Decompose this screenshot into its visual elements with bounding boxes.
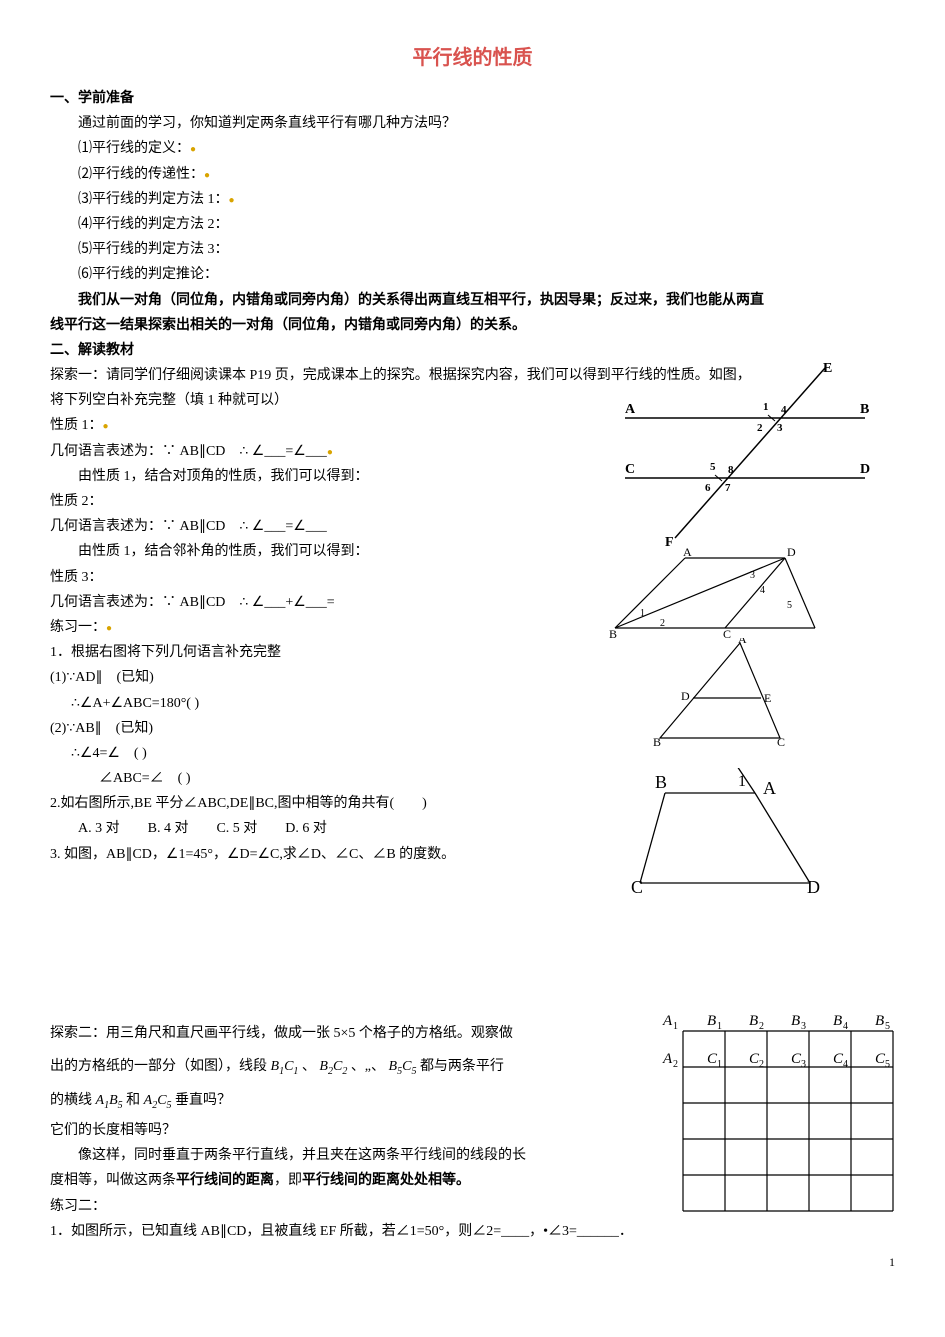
svg-text:8: 8 bbox=[728, 464, 734, 476]
seg-b2c2: B2C2 bbox=[319, 1059, 347, 1074]
svg-text:5: 5 bbox=[885, 1021, 890, 1032]
svg-text:B: B bbox=[655, 772, 667, 792]
svg-text:D: D bbox=[807, 877, 820, 897]
label-E: E bbox=[823, 361, 832, 376]
summary-line-2: 线平行这一结果探索出相关的一对角（同位角，内错角或同旁内角）的关系。 bbox=[50, 313, 895, 338]
seg-b1c1: B1C1 bbox=[271, 1059, 299, 1074]
list-item: ⑹平行线的判定推论： bbox=[50, 262, 895, 287]
svg-text:C: C bbox=[723, 627, 731, 638]
label-A: A bbox=[625, 402, 636, 417]
label-B: B bbox=[860, 402, 869, 417]
svg-text:3: 3 bbox=[777, 422, 783, 434]
svg-text:7: 7 bbox=[725, 482, 731, 494]
seg-b5c5: B5C5 bbox=[389, 1059, 417, 1074]
seg-a1b5: A1B5 bbox=[96, 1093, 123, 1108]
page-number: 1 bbox=[889, 1252, 895, 1274]
explore-2-l6: 度相等，叫做这两条平行线间的距离，即平行线间的距离处处相等。 bbox=[50, 1168, 640, 1193]
explore-2: A1 B1 B2 B3 B4 B5 A2 C1 C2 C3 C4 C5 bbox=[50, 1017, 895, 1194]
svg-text:5: 5 bbox=[787, 600, 792, 611]
summary-line-1: 我们从一对角（同位角，内错角或同旁内角）的关系得出两直线互相平行，执因导果；反过… bbox=[50, 288, 895, 313]
list-item: ⑸平行线的判定方法 3： bbox=[50, 237, 895, 262]
svg-text:B: B bbox=[749, 1013, 758, 1029]
list-item: ⑴平行线的定义：● bbox=[50, 136, 895, 161]
explore-2-l1: 探索二：用三角尺和直尺画平行线，做成一张 5×5 个格子的方格纸。观察做 bbox=[50, 1017, 640, 1051]
figure-grid: A1 B1 B2 B3 B4 B5 A2 C1 C2 C3 C4 C5 bbox=[645, 1007, 905, 1246]
dot-icon: ● bbox=[103, 421, 109, 432]
svg-text:1: 1 bbox=[673, 1021, 678, 1032]
figure-trapezoid: B A C D 1 bbox=[625, 768, 825, 907]
figure-quadrilateral: A B C D 1 2 3 4 5 bbox=[605, 548, 835, 647]
svg-text:2: 2 bbox=[673, 1059, 678, 1070]
svg-text:5: 5 bbox=[885, 1059, 890, 1070]
dot-icon: ● bbox=[190, 144, 196, 155]
svg-text:1: 1 bbox=[717, 1059, 722, 1070]
list-item: ⑷平行线的判定方法 2： bbox=[50, 212, 895, 237]
svg-text:C: C bbox=[631, 877, 643, 897]
svg-text:1: 1 bbox=[763, 401, 769, 413]
svg-text:2: 2 bbox=[759, 1021, 764, 1032]
svg-text:6: 6 bbox=[705, 482, 711, 494]
svg-text:A: A bbox=[662, 1051, 673, 1067]
svg-text:3: 3 bbox=[801, 1059, 806, 1070]
explore-2-l4: 它们的长度相等吗？ bbox=[50, 1118, 640, 1143]
svg-text:3: 3 bbox=[750, 570, 755, 581]
svg-text:2: 2 bbox=[759, 1059, 764, 1070]
page-title: 平行线的性质 bbox=[50, 40, 895, 76]
section-1: 一、学前准备 通过前面的学习，你知道判定两条直线平行有哪几种方法吗？ ⑴平行线的… bbox=[50, 86, 895, 338]
dot-icon: ● bbox=[204, 170, 210, 181]
svg-text:A: A bbox=[763, 778, 776, 798]
label-D: D bbox=[860, 462, 870, 477]
svg-text:A: A bbox=[662, 1013, 673, 1029]
svg-text:2: 2 bbox=[757, 422, 763, 434]
label-C: C bbox=[625, 462, 635, 477]
explore-2-l2: 出的方格纸的一部分（如图），线段 B1C1 、 B2C2 、„、 B5C5 都与… bbox=[50, 1050, 640, 1084]
svg-text:C: C bbox=[777, 735, 785, 748]
label-F: F bbox=[665, 535, 674, 548]
seg-a2c5: A2C5 bbox=[144, 1093, 172, 1108]
svg-text:1: 1 bbox=[717, 1021, 722, 1032]
figure-parallel-transversal: A B C D E F 1 4 2 3 5 8 6 7 bbox=[605, 358, 885, 557]
section-2: 二、解读教材 探索一：请同学们仔细阅读课本 P19 页，完成课本上的探究。根据探… bbox=[50, 338, 895, 1007]
svg-text:B: B bbox=[791, 1013, 800, 1029]
svg-text:B: B bbox=[609, 627, 617, 638]
dot-icon: ● bbox=[327, 447, 333, 458]
svg-text:2: 2 bbox=[660, 618, 665, 629]
svg-text:B: B bbox=[833, 1013, 842, 1029]
explore-2-l3: 的横线 A1B5 和 A2C5 垂直吗？ bbox=[50, 1084, 640, 1118]
svg-text:A: A bbox=[738, 638, 747, 646]
svg-text:4: 4 bbox=[843, 1059, 848, 1070]
svg-text:B: B bbox=[653, 735, 661, 748]
section-1-intro: 通过前面的学习，你知道判定两条直线平行有哪几种方法吗？ bbox=[50, 111, 895, 136]
svg-text:4: 4 bbox=[843, 1021, 848, 1032]
svg-text:3: 3 bbox=[801, 1021, 806, 1032]
svg-text:4: 4 bbox=[760, 585, 765, 596]
explore-2-l5: 像这样，同时垂直于两条平行直线，并且夹在这两条平行线间的线段的长 bbox=[50, 1143, 640, 1168]
list-item: ⑶平行线的判定方法 1：● bbox=[50, 187, 895, 212]
svg-text:D: D bbox=[787, 548, 796, 559]
svg-text:1: 1 bbox=[738, 773, 746, 790]
section-1-heading: 一、学前准备 bbox=[50, 86, 895, 111]
dot-icon: ● bbox=[229, 195, 235, 206]
dot-icon: ● bbox=[106, 623, 112, 634]
figure-triangle-de-bc: A B C D E bbox=[645, 638, 795, 757]
svg-text:5: 5 bbox=[710, 461, 716, 473]
list-item: ⑵平行线的传递性：● bbox=[50, 162, 895, 187]
svg-text:4: 4 bbox=[781, 404, 787, 416]
svg-text:E: E bbox=[764, 691, 771, 705]
svg-text:B: B bbox=[875, 1013, 884, 1029]
svg-text:B: B bbox=[707, 1013, 716, 1029]
svg-text:D: D bbox=[681, 689, 690, 703]
svg-text:A: A bbox=[683, 548, 692, 559]
svg-text:1: 1 bbox=[640, 608, 645, 619]
